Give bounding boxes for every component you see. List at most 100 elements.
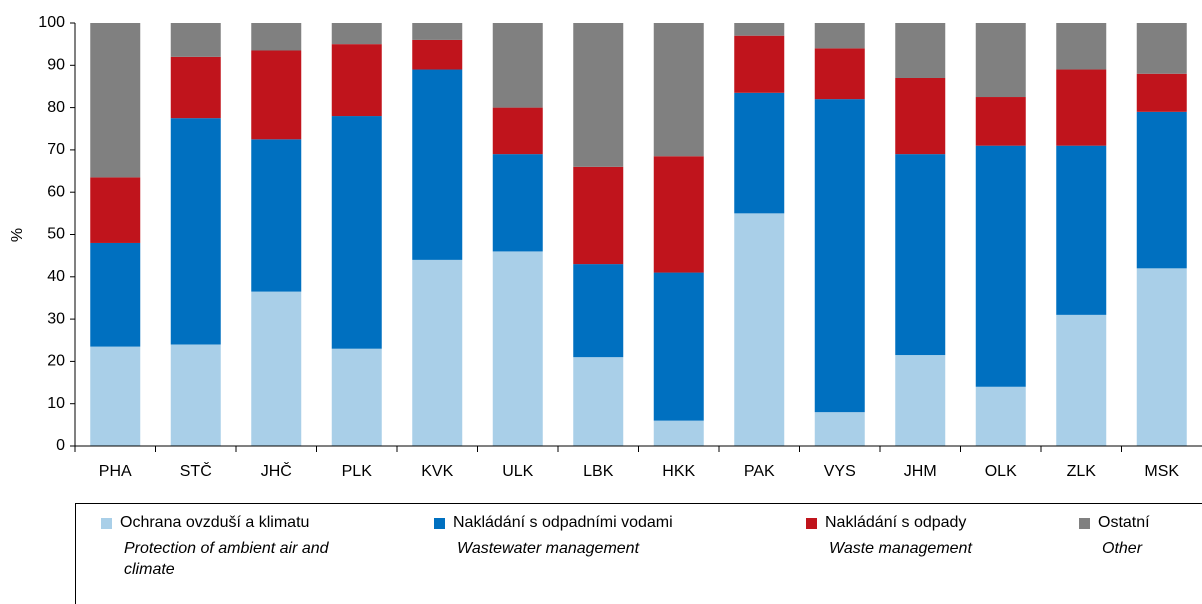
bar-segment: [331, 23, 382, 45]
bar-segment: [895, 77, 946, 155]
bar-segment: [734, 35, 785, 93]
y-tick-label: 30: [47, 310, 65, 327]
bar-segment: [90, 242, 141, 347]
legend-row: Ostatní: [1079, 514, 1199, 532]
y-tick-label: 100: [38, 14, 65, 31]
bar-segment: [251, 50, 302, 140]
legend-label-en: Protection of ambient air and climate: [124, 540, 329, 578]
bar-segment: [895, 355, 946, 446]
x-tick-label: MSK: [1144, 463, 1179, 480]
bar-segment: [331, 116, 382, 349]
x-tick-label: ZLK: [1067, 463, 1097, 480]
legend-label-en: Other: [1102, 540, 1143, 557]
bar-segment: [653, 272, 704, 421]
x-tick-label: JHM: [904, 463, 937, 480]
y-tick-label: 40: [47, 268, 65, 285]
bar-segment: [1056, 69, 1107, 146]
legend-swatch: [434, 517, 445, 529]
bar-segment: [975, 386, 1026, 446]
bar-segment: [170, 56, 221, 119]
y-axis-label: %: [9, 228, 26, 242]
bar-segment: [573, 357, 624, 446]
bar-segment: [573, 23, 624, 167]
x-tick-label: ULK: [502, 463, 533, 480]
legend-swatch: [806, 517, 817, 529]
x-tick-label: JHČ: [261, 461, 292, 480]
bar-segment: [1136, 268, 1187, 446]
bar-segment: [412, 23, 463, 40]
x-tick-label: OLK: [985, 463, 1017, 480]
y-tick-label: 20: [47, 353, 65, 370]
y-tick-label: 0: [56, 437, 65, 454]
legend-row: Ochrana ovzduší a klimatu: [101, 514, 361, 532]
bar-segment: [412, 39, 463, 70]
bar-segment: [814, 23, 865, 49]
bar-segment: [653, 23, 704, 157]
bar-segment: [734, 23, 785, 36]
bar-segment: [975, 23, 1026, 98]
bar-segment: [734, 92, 785, 214]
bar-segment: [251, 139, 302, 292]
x-tick-label: STČ: [180, 461, 212, 480]
bar-segment: [170, 23, 221, 57]
legend-item: Nakládání s odpadními vodami Wastewater m…: [434, 514, 764, 559]
legend-item: Nakládání s odpady Waste management: [806, 514, 1056, 559]
y-tick-label: 50: [47, 226, 65, 243]
legend-row: Nakládání s odpady: [806, 514, 1056, 532]
bar-segment: [573, 264, 624, 358]
y-tick-label: 90: [47, 57, 65, 74]
bar-segment: [975, 97, 1026, 146]
bar-segment: [251, 291, 302, 446]
bar-segment: [573, 166, 624, 265]
bar-segment: [653, 156, 704, 273]
bar-segment: [492, 154, 543, 252]
bar-segment: [1136, 111, 1187, 269]
legend-label-en: Wastewater management: [457, 540, 640, 557]
x-tick-label: KVK: [421, 463, 453, 480]
bar-segment: [895, 23, 946, 78]
bar-segment: [1056, 23, 1107, 70]
bar-segment: [331, 44, 382, 117]
legend-label: Nakládání s odpadními vodami: [453, 514, 673, 531]
chart: % 0 10 20 30 40 50 60 70 80 90 100 PHA STČ JHČ PLK KVK U…: [9, 14, 1202, 480]
bar-segment: [492, 23, 543, 108]
bar-segment: [90, 23, 141, 178]
legend-label-en: Waste management: [829, 540, 972, 557]
bar-segment: [90, 346, 141, 446]
bar-segment: [492, 107, 543, 155]
bar-segment: [1056, 314, 1107, 446]
legend-swatch: [1079, 517, 1090, 529]
legend-row: Nakládání s odpadními vodami: [434, 514, 764, 532]
bar-segment: [170, 344, 221, 446]
bar-segment: [331, 348, 382, 446]
bar-segment: [492, 251, 543, 446]
bar-segment: [1136, 23, 1187, 74]
bar-segment: [895, 154, 946, 356]
bar-segment: [734, 213, 785, 446]
x-tick-label: PAK: [744, 463, 775, 480]
y-tick-label: 10: [47, 395, 65, 412]
bar-segment: [814, 412, 865, 446]
bar-segment: [251, 23, 302, 51]
x-tick-label: HKK: [662, 463, 695, 480]
bar-segment: [90, 177, 141, 243]
bar-segment: [412, 259, 463, 446]
legend-item: Ostatní Other: [1079, 514, 1199, 559]
x-tick-label: PHA: [99, 463, 132, 480]
y-tick-label: 70: [47, 141, 65, 158]
legend-swatch: [101, 517, 112, 529]
legend-label: Ochrana ovzduší a klimatu: [120, 514, 310, 531]
bar-segment: [975, 145, 1026, 387]
bar-segment: [412, 69, 463, 260]
bar-segment: [814, 99, 865, 413]
bar-segment: [814, 48, 865, 100]
y-tick-label: 80: [47, 99, 65, 116]
x-tick-label: LBK: [583, 463, 614, 480]
x-tick-label: PLK: [342, 463, 373, 480]
x-tick-label: VYS: [824, 463, 856, 480]
bar-segment: [653, 420, 704, 446]
legend: Ochrana ovzduší a klimatu Protection of a…: [75, 503, 1202, 604]
bar-segment: [170, 118, 221, 345]
bar-segment: [1056, 145, 1107, 315]
